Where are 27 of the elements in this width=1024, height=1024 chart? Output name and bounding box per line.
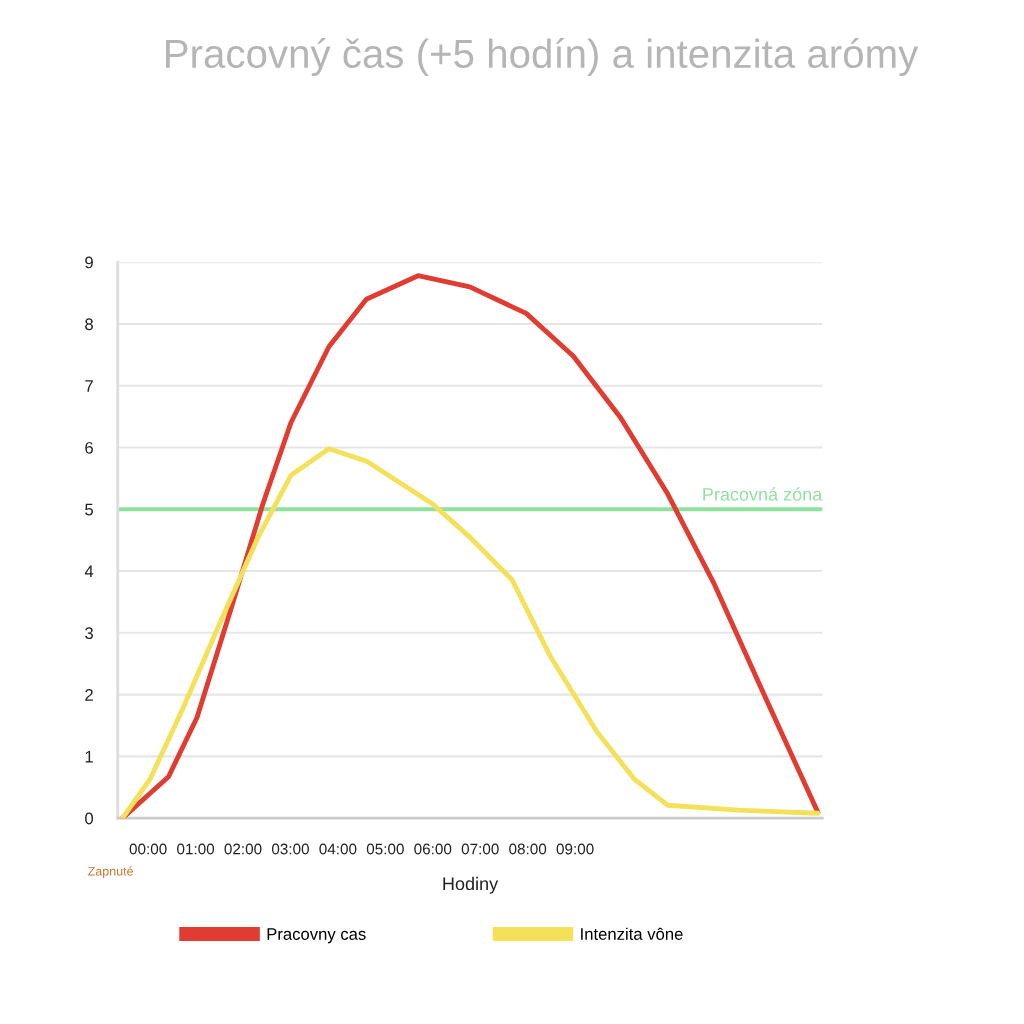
y-tick-label: 0 bbox=[85, 812, 94, 825]
x-tick-label: 04:00 bbox=[319, 843, 357, 855]
chart-title: Pracovný čas (+5 hodín) a intenzita arómy bbox=[166, 38, 919, 77]
y-tick-label: 7 bbox=[85, 380, 93, 392]
x-tick-label: 02:00 bbox=[224, 843, 262, 855]
legend-label: Pracovny cas bbox=[267, 928, 366, 944]
y-tick-label: 1 bbox=[85, 750, 93, 763]
y-tick-label: 3 bbox=[85, 627, 93, 640]
x-tick-label: 06:00 bbox=[414, 843, 452, 855]
x-tick-label: 01:00 bbox=[177, 843, 215, 855]
legend-label: Intenzita vône bbox=[581, 927, 683, 940]
ref-line-label: Pracovná zóna bbox=[703, 487, 823, 501]
text: Zapnuté bbox=[88, 866, 133, 879]
x-tick-label: 03:00 bbox=[271, 843, 309, 855]
x-tick-label: 07:00 bbox=[461, 843, 499, 855]
y-tick-label: 9 bbox=[85, 256, 93, 269]
y-tick-label: 2 bbox=[85, 689, 93, 701]
x-axis-title: Hodiny bbox=[443, 876, 499, 894]
x-tick-label: 00:00 bbox=[129, 843, 167, 855]
y-tick-label: 6 bbox=[85, 441, 93, 454]
line-series bbox=[120, 446, 821, 819]
y-tick-label: 4 bbox=[84, 565, 94, 578]
x-tick-label: 05:00 bbox=[366, 843, 404, 855]
x-tick-label: 09:00 bbox=[556, 843, 594, 855]
y-tick-label: 8 bbox=[85, 318, 93, 331]
y-tick-label: 5 bbox=[85, 503, 93, 516]
x-tick-label: 08:00 bbox=[509, 843, 547, 855]
